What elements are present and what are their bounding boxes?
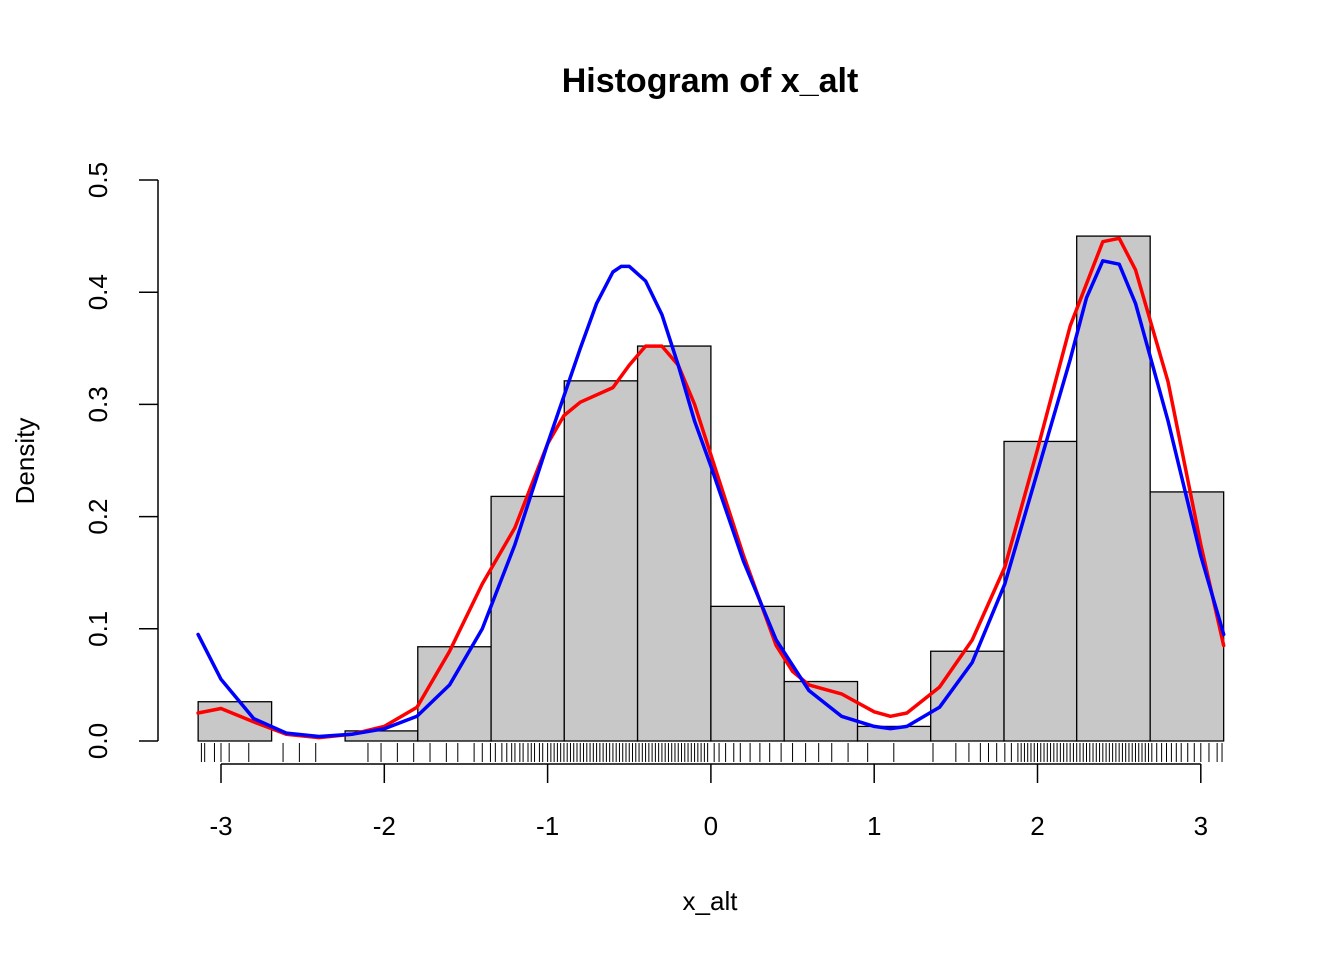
density-curve-2 [196, 259, 1226, 739]
histogram-bars [197, 235, 1225, 742]
histogram-bar-12 [1003, 440, 1078, 742]
x-axis: -3 -2 -1 0 1 2 3 [209, 763, 1208, 841]
chart-title: Histogram of x_alt [562, 62, 859, 100]
x-tick-label: 2 [1030, 811, 1044, 841]
x-tick-label: 0 [704, 811, 718, 841]
density-curves [196, 236, 1226, 740]
histogram-bar-7 [636, 345, 712, 742]
x-tick-label: 1 [867, 811, 881, 841]
y-tick-label: 0.5 [83, 162, 113, 198]
rug-ticks [200, 743, 1223, 762]
density-curve-1 [196, 236, 1226, 740]
y-tick-label: 0.0 [83, 723, 113, 759]
y-tick-label: 0.1 [83, 611, 113, 647]
histogram-bar-9 [783, 680, 859, 742]
y-axis: 0.0 0.1 0.2 0.3 0.4 0.5 [83, 162, 159, 759]
x-tick-label: 3 [1194, 811, 1208, 841]
x-tick-label: -3 [209, 811, 232, 841]
histogram-bar-13 [1076, 235, 1151, 742]
y-tick-label: 0.4 [83, 274, 113, 310]
y-tick-label: 0.3 [83, 386, 113, 422]
y-tick-label: 0.2 [83, 499, 113, 535]
x-tick-label: -1 [536, 811, 559, 841]
histogram-bar-8 [710, 605, 785, 742]
histogram-bar-4 [417, 646, 492, 742]
y-axis-label: Density [10, 418, 40, 505]
x-axis-label: x_alt [683, 886, 739, 916]
histogram-bar-14 [1149, 491, 1225, 742]
histogram-bar-11 [930, 650, 1005, 742]
histogram-bar-6 [563, 380, 639, 742]
histogram-bar-5 [490, 495, 565, 742]
x-tick-label: -2 [373, 811, 396, 841]
